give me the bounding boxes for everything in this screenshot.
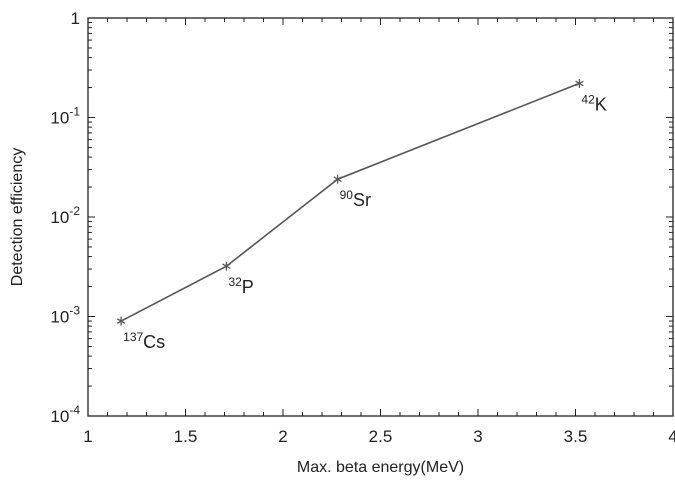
y-tick-label: 10-4 <box>50 403 80 426</box>
x-tick-label: 4 <box>668 427 675 446</box>
data-point-marker <box>575 78 584 88</box>
x-tick-label-group: 1 1.5 2 2.5 3 3.5 4 <box>83 427 675 446</box>
y-tick-label: 1 <box>71 9 80 28</box>
x-tick-label: 1 <box>83 427 92 446</box>
tick-group <box>87 18 674 417</box>
data-point-marker <box>333 174 342 184</box>
plot-frame <box>87 17 674 417</box>
point-label: 32P <box>228 275 253 297</box>
y-tick-label-group: 1 10-1 10-2 10-3 10-4 <box>50 9 80 426</box>
x-tick-label: 2 <box>278 427 287 446</box>
x-tick-label: 1.5 <box>174 427 198 446</box>
data-point-marker <box>222 261 231 271</box>
x-tick-label: 3.5 <box>564 427 588 446</box>
point-label: 42K <box>581 92 606 114</box>
y-tick-label: 10-3 <box>50 304 80 327</box>
point-label: 90Sr <box>340 188 371 210</box>
marker-group <box>116 78 584 326</box>
point-label-group: 137Cs 32P 90Sr 42K <box>123 92 607 352</box>
x-tick-label: 3 <box>473 427 482 446</box>
y-tick-label: 10-2 <box>50 204 80 227</box>
y-tick-label: 10-1 <box>50 105 80 128</box>
series-line <box>120 82 580 322</box>
y-axis-title: Detection efficiency <box>9 148 26 286</box>
x-axis-title: Max. beta energy(MeV) <box>297 459 464 476</box>
data-point-marker <box>116 316 126 326</box>
x-tick-label: 2.5 <box>369 427 393 446</box>
point-label: 137Cs <box>123 330 165 352</box>
